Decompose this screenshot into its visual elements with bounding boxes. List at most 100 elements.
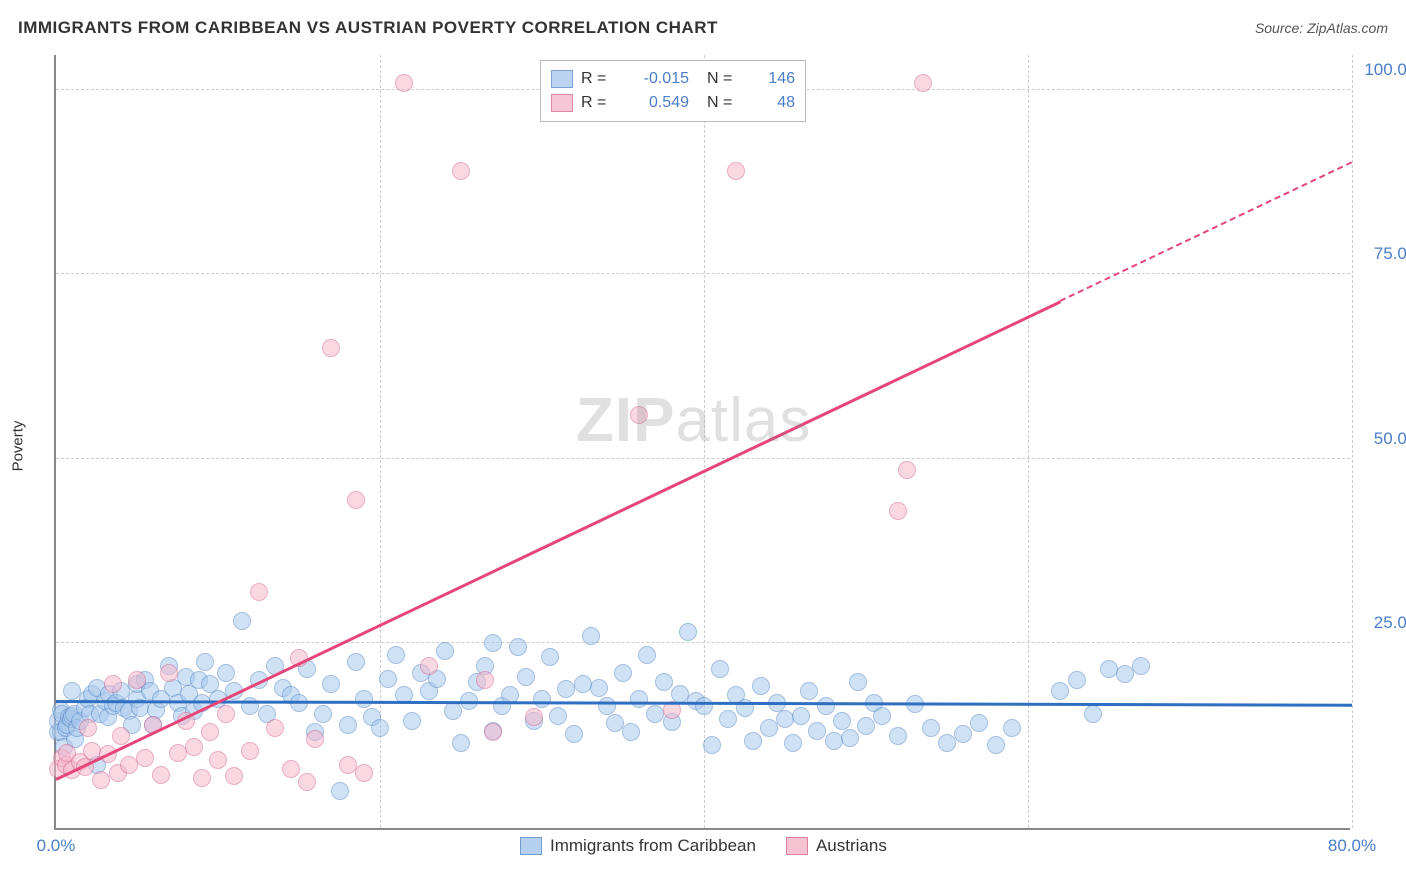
ytick-label: 50.0% <box>1374 429 1406 449</box>
scatter-point-austrians <box>104 675 122 693</box>
scatter-point-caribbean <box>760 719 778 737</box>
legend-n-label: N = <box>707 67 747 91</box>
scatter-point-caribbean <box>954 725 972 743</box>
watermark-atlas: atlas <box>675 386 811 455</box>
source-credit: Source: ZipAtlas.com <box>1255 20 1388 36</box>
scatter-point-caribbean <box>484 634 502 652</box>
scatter-point-austrians <box>128 671 146 689</box>
scatter-point-austrians <box>152 766 170 784</box>
scatter-point-austrians <box>452 162 470 180</box>
scatter-point-austrians <box>476 671 494 689</box>
scatter-point-caribbean <box>1132 657 1150 675</box>
xtick-label: 80.0% <box>1328 836 1376 856</box>
legend-item-austrians: Austrians <box>786 836 887 856</box>
chart-container: IMMIGRANTS FROM CARIBBEAN VS AUSTRIAN PO… <box>0 0 1406 892</box>
scatter-point-caribbean <box>719 710 737 728</box>
legend-item-caribbean: Immigrants from Caribbean <box>520 836 756 856</box>
scatter-point-caribbean <box>233 612 251 630</box>
scatter-point-austrians <box>217 705 235 723</box>
scatter-point-caribbean <box>792 707 810 725</box>
scatter-point-caribbean <box>849 673 867 691</box>
scatter-point-caribbean <box>833 712 851 730</box>
scatter-point-austrians <box>395 74 413 92</box>
scatter-point-caribbean <box>452 734 470 752</box>
scatter-point-caribbean <box>817 697 835 715</box>
scatter-point-austrians <box>347 491 365 509</box>
scatter-point-caribbean <box>355 690 373 708</box>
scatter-point-caribbean <box>938 734 956 752</box>
legend-swatch <box>786 837 808 855</box>
ytick-label: 25.0% <box>1374 613 1406 633</box>
scatter-point-caribbean <box>533 690 551 708</box>
scatter-point-caribbean <box>1084 705 1102 723</box>
scatter-point-caribbean <box>590 679 608 697</box>
scatter-point-austrians <box>306 730 324 748</box>
scatter-point-caribbean <box>841 729 859 747</box>
scatter-point-austrians <box>160 664 178 682</box>
scatter-point-austrians <box>79 719 97 737</box>
scatter-point-austrians <box>266 719 284 737</box>
scatter-point-austrians <box>185 738 203 756</box>
legend-series: Immigrants from Caribbean Austrians <box>520 836 887 856</box>
scatter-point-caribbean <box>808 722 826 740</box>
scatter-point-austrians <box>630 406 648 424</box>
scatter-point-caribbean <box>1116 665 1134 683</box>
legend-r-value: -0.015 <box>629 67 689 91</box>
scatter-point-austrians <box>484 723 502 741</box>
scatter-point-caribbean <box>1068 671 1086 689</box>
scatter-point-caribbean <box>873 707 891 725</box>
plot-area: ZIPatlas 25.0%50.0%75.0%100.0%0.0%80.0% <box>54 55 1350 830</box>
legend-swatch <box>551 94 573 112</box>
legend-correlation: R =-0.015N =146R =0.549N =48 <box>540 60 806 122</box>
scatter-point-caribbean <box>630 690 648 708</box>
scatter-point-caribbean <box>549 707 567 725</box>
scatter-point-caribbean <box>638 646 656 664</box>
scatter-point-austrians <box>112 727 130 745</box>
scatter-point-caribbean <box>444 702 462 720</box>
scatter-point-austrians <box>193 769 211 787</box>
gridline-v <box>1028 55 1029 828</box>
scatter-point-caribbean <box>1051 682 1069 700</box>
legend-n-value: 48 <box>755 91 795 115</box>
scatter-point-austrians <box>727 162 745 180</box>
scatter-point-austrians <box>241 742 259 760</box>
scatter-point-caribbean <box>574 675 592 693</box>
source-name: ZipAtlas.com <box>1307 20 1388 36</box>
scatter-point-caribbean <box>776 710 794 728</box>
scatter-point-caribbean <box>711 660 729 678</box>
scatter-point-caribbean <box>517 668 535 686</box>
scatter-point-austrians <box>525 708 543 726</box>
gridline-v <box>380 55 381 828</box>
scatter-point-caribbean <box>582 627 600 645</box>
gridline-h <box>56 458 1350 459</box>
legend-row-austrians: R =0.549N =48 <box>551 91 795 115</box>
scatter-point-austrians <box>420 657 438 675</box>
scatter-point-caribbean <box>387 646 405 664</box>
scatter-point-caribbean <box>889 727 907 745</box>
scatter-point-caribbean <box>784 734 802 752</box>
scatter-point-caribbean <box>436 642 454 660</box>
scatter-point-austrians <box>209 751 227 769</box>
y-axis-label: Poverty <box>10 421 27 472</box>
scatter-point-caribbean <box>347 653 365 671</box>
scatter-point-caribbean <box>987 736 1005 754</box>
legend-n-label: N = <box>707 91 747 115</box>
scatter-point-caribbean <box>655 673 673 691</box>
scatter-point-caribbean <box>322 675 340 693</box>
legend-r-label: R = <box>581 91 621 115</box>
watermark-zip: ZIP <box>576 386 675 455</box>
scatter-point-austrians <box>322 339 340 357</box>
ytick-label: 100.0% <box>1364 60 1406 80</box>
scatter-point-caribbean <box>379 670 397 688</box>
ytick-label: 75.0% <box>1374 244 1406 264</box>
legend-n-value: 146 <box>755 67 795 91</box>
scatter-point-caribbean <box>331 782 349 800</box>
scatter-point-austrians <box>914 74 932 92</box>
scatter-point-caribbean <box>196 653 214 671</box>
scatter-point-caribbean <box>744 732 762 750</box>
scatter-point-caribbean <box>622 723 640 741</box>
scatter-point-caribbean <box>598 697 616 715</box>
scatter-point-caribbean <box>606 714 624 732</box>
gridline-h <box>56 273 1350 274</box>
scatter-point-caribbean <box>339 716 357 734</box>
